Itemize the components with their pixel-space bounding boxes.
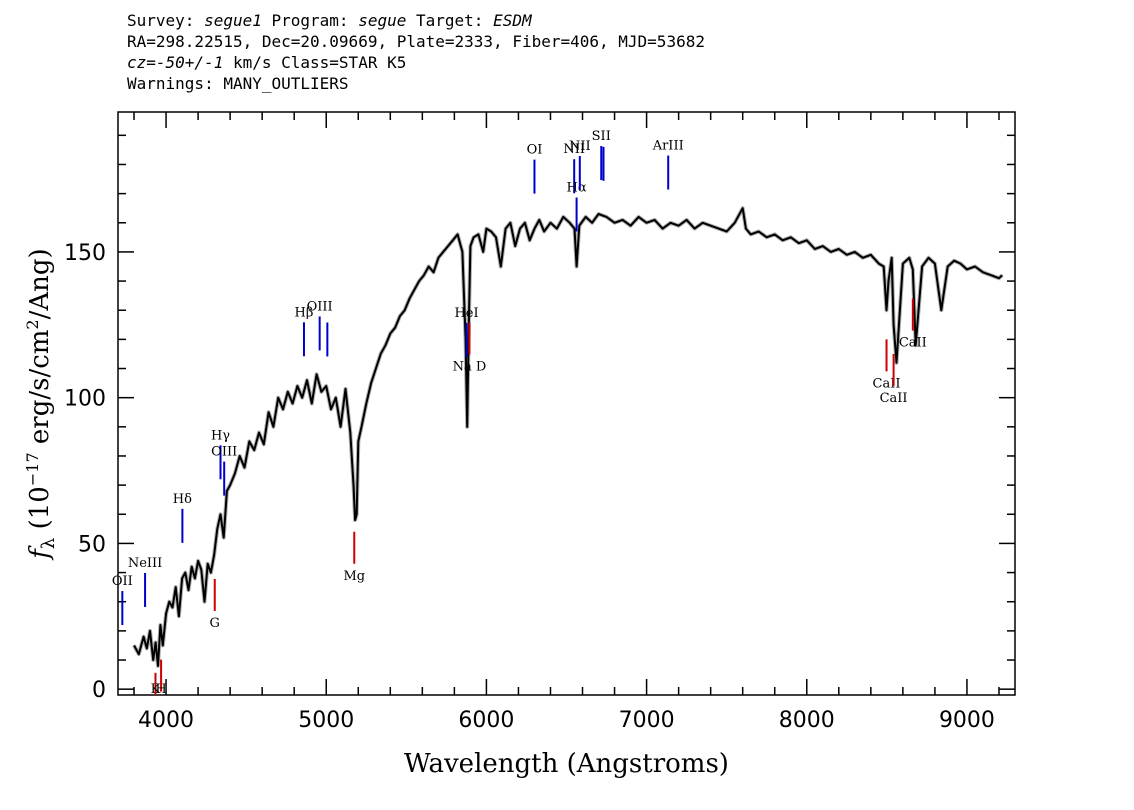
header-line-class: cz=-50+/-1 km/s Class=STAR K5 [127, 52, 705, 73]
absorption-line-label: Mg [343, 569, 365, 584]
x-tick-label: 9000 [939, 708, 995, 733]
y-tick-label: 100 [64, 387, 106, 412]
survey-value: segue1 [204, 11, 262, 30]
emission-line-label: OI [527, 143, 543, 158]
absorption-line-label: H [155, 682, 166, 697]
emission-line-label: NII [563, 142, 585, 157]
plot-frame [117, 111, 1016, 696]
absorption-line-label: CaII [873, 376, 901, 391]
emission-line-label: Hα [567, 181, 587, 196]
class-value: km/s Class=STAR K5 [223, 53, 407, 72]
axis-tick-labels: 4000 5000 6000 7000 8000 9000 0 50 100 150 [64, 241, 995, 733]
x-tick-label: 7000 [619, 708, 675, 733]
x-tick-label: 5000 [298, 708, 354, 733]
header-line-coordinates: RA=298.22515, Dec=20.09669, Plate=2333, … [127, 32, 705, 51]
x-tick-label: 4000 [138, 708, 194, 733]
emission-line-label: Hδ [173, 492, 192, 507]
absorption-line-label: Na D [453, 359, 487, 374]
program-value: segue [358, 11, 407, 30]
emission-line-label: ArIII [652, 139, 684, 154]
emission-line-label: HeI [454, 306, 478, 321]
header-line-warnings: Warnings: MANY_OUTLIERS [127, 74, 349, 93]
absorption-line-label: K [151, 682, 161, 697]
x-tick-label: 6000 [458, 708, 514, 733]
x-axis-label: Wavelength (Angstroms) [404, 749, 729, 779]
y-tick-label: 150 [64, 241, 106, 266]
emission-line-label: NeIII [128, 556, 162, 571]
redshift-value: cz=-50+/-1 [127, 53, 224, 72]
emission-line-label: NII [569, 139, 591, 154]
x-tick-label: 8000 [779, 708, 835, 733]
program-label: Program: [261, 11, 359, 30]
emission-line-label: OII [112, 574, 133, 589]
survey-label: Survey: [127, 11, 205, 30]
axis-ticks [118, 112, 1015, 695]
emission-line-label: SII [592, 129, 611, 144]
absorption-line-label: CaII [899, 336, 927, 351]
target-label: Target: [406, 11, 494, 30]
header-line-survey: Survey: segue1 Program: segue Target: ES… [127, 10, 705, 31]
y-tick-label: 50 [78, 532, 106, 557]
emission-line-label: Hγ [211, 428, 230, 443]
spectrum-line-0 [133, 207, 1003, 667]
emission-line-label: OIII [211, 445, 237, 460]
target-value: ESDM [493, 11, 532, 30]
absorption-line-label: CaII [880, 391, 908, 406]
spectrum-header: Survey: segue1 Program: segue Target: ES… [127, 10, 705, 94]
emission-line-label: OIII [307, 299, 333, 314]
emission-line-label: Hβ [295, 305, 314, 320]
y-axis-label: fλ (10−17 erg/s/cm2/Ang) [23, 248, 59, 560]
y-tick-label: 0 [92, 678, 106, 703]
absorption-line-label: G [210, 616, 220, 631]
